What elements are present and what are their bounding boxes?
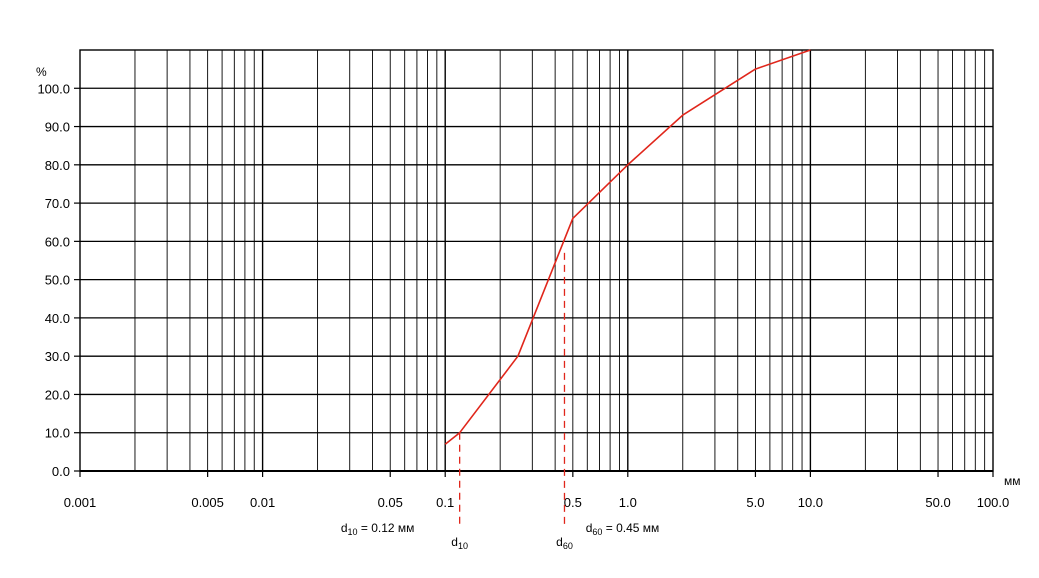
- x-tick-label: 5.0: [746, 495, 764, 510]
- x-tick-label: 0.005: [191, 495, 224, 510]
- x-tick-label: 0.01: [250, 495, 275, 510]
- y-tick-label: 70.0: [45, 196, 70, 211]
- grain-size-curve: [444, 49, 811, 445]
- x-tick-label: 10.0: [798, 495, 823, 510]
- y-tick-label: 30.0: [45, 349, 70, 364]
- x-tick-label: 0.5: [564, 495, 582, 510]
- marker-group: d10 d10 = 0.12 мм d60 d60 = 0.45 мм: [341, 252, 660, 551]
- x-tick-label: 0.1: [436, 495, 454, 510]
- x-tick-label: 0.05: [378, 495, 403, 510]
- marker-annotation: d60 = 0.45 мм: [586, 521, 660, 537]
- marker-annotation: d10 = 0.12 мм: [341, 521, 415, 537]
- y-tick-label: 80.0: [45, 158, 70, 173]
- x-tick-label: 0.001: [64, 495, 97, 510]
- y-tick-label: 10.0: [45, 426, 70, 441]
- x-tick-label: 1.0: [619, 495, 637, 510]
- y-tick-label: 100.0: [37, 81, 70, 96]
- y-tick-label: 60.0: [45, 234, 70, 249]
- y-tick-label: 20.0: [45, 387, 70, 402]
- y-axis-ticks: 0.0 10.0 20.0 30.0 40.0 50.0 60.0 70.0 80.0 90.0 1…: [37, 81, 80, 479]
- x-axis-ticks: 0.001 0.005 0.01 0.05 0.1 0.5 1.0 5.0 10.0 50.0 10…: [64, 471, 1010, 510]
- y-axis-label: %: [36, 65, 47, 79]
- major-grid: [80, 87, 993, 472]
- marker-label: d60: [556, 535, 573, 551]
- y-tick-label: 0.0: [52, 464, 70, 479]
- plot-frame: [79, 49, 994, 472]
- x-axis-unit-label: мм: [1004, 474, 1021, 488]
- series-group: [444, 49, 811, 445]
- y-tick-label: 40.0: [45, 311, 70, 326]
- marker-label: d10: [451, 535, 468, 551]
- y-tick-label: 90.0: [45, 120, 70, 135]
- x-tick-label: 50.0: [925, 495, 950, 510]
- minor-grid: [134, 50, 986, 471]
- x-tick-label: 100.0: [977, 495, 1010, 510]
- y-tick-label: 50.0: [45, 273, 70, 288]
